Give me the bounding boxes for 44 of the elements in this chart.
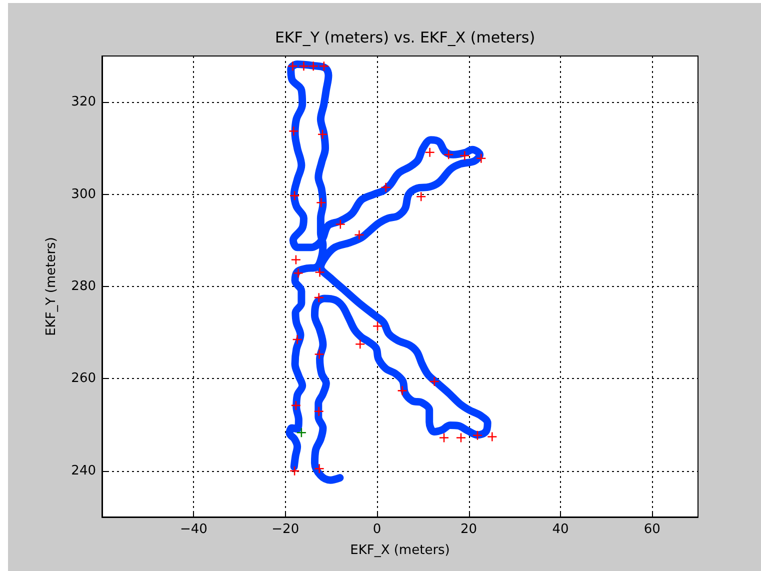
x-tick-label: 60 xyxy=(644,522,660,537)
point xyxy=(294,268,303,278)
point xyxy=(314,293,324,302)
y-tick-label: 260 xyxy=(71,371,96,386)
y-tick-label: 320 xyxy=(71,94,96,110)
x-axis-title: EKF_X (meters) xyxy=(350,543,450,558)
x-tick-label: −20 xyxy=(272,522,300,537)
point xyxy=(290,191,300,200)
chart-title: EKF_Y (meters) vs. EKF_X (meters) xyxy=(274,28,536,46)
point xyxy=(354,230,364,240)
point xyxy=(373,322,382,331)
point xyxy=(476,154,486,163)
point xyxy=(308,62,318,71)
point xyxy=(356,340,365,349)
x-tick-label: 40 xyxy=(552,522,569,537)
point xyxy=(315,268,324,277)
point xyxy=(488,432,497,442)
point xyxy=(299,62,308,71)
point xyxy=(398,386,407,396)
y-axis-title: EKF_Y (meters) xyxy=(44,237,59,336)
point xyxy=(381,182,390,192)
point xyxy=(319,62,328,71)
y-tick-label: 240 xyxy=(71,463,96,478)
x-tick-label: −40 xyxy=(180,522,208,537)
point xyxy=(444,150,454,160)
point xyxy=(314,350,324,359)
x-tick-label: 20 xyxy=(460,522,478,537)
x-tick-label: 0 xyxy=(372,522,382,537)
point xyxy=(288,62,298,71)
point xyxy=(456,433,466,442)
point xyxy=(296,428,306,438)
point xyxy=(440,433,449,442)
y-tick-label: 280 xyxy=(71,279,96,294)
point xyxy=(314,406,324,416)
point xyxy=(425,148,434,157)
point xyxy=(292,335,302,344)
point xyxy=(314,464,324,474)
point xyxy=(316,198,326,208)
point xyxy=(336,220,345,229)
point xyxy=(318,130,328,139)
point xyxy=(289,126,298,136)
point xyxy=(291,255,300,264)
point xyxy=(460,151,470,160)
y-tick-label: 300 xyxy=(71,186,96,202)
